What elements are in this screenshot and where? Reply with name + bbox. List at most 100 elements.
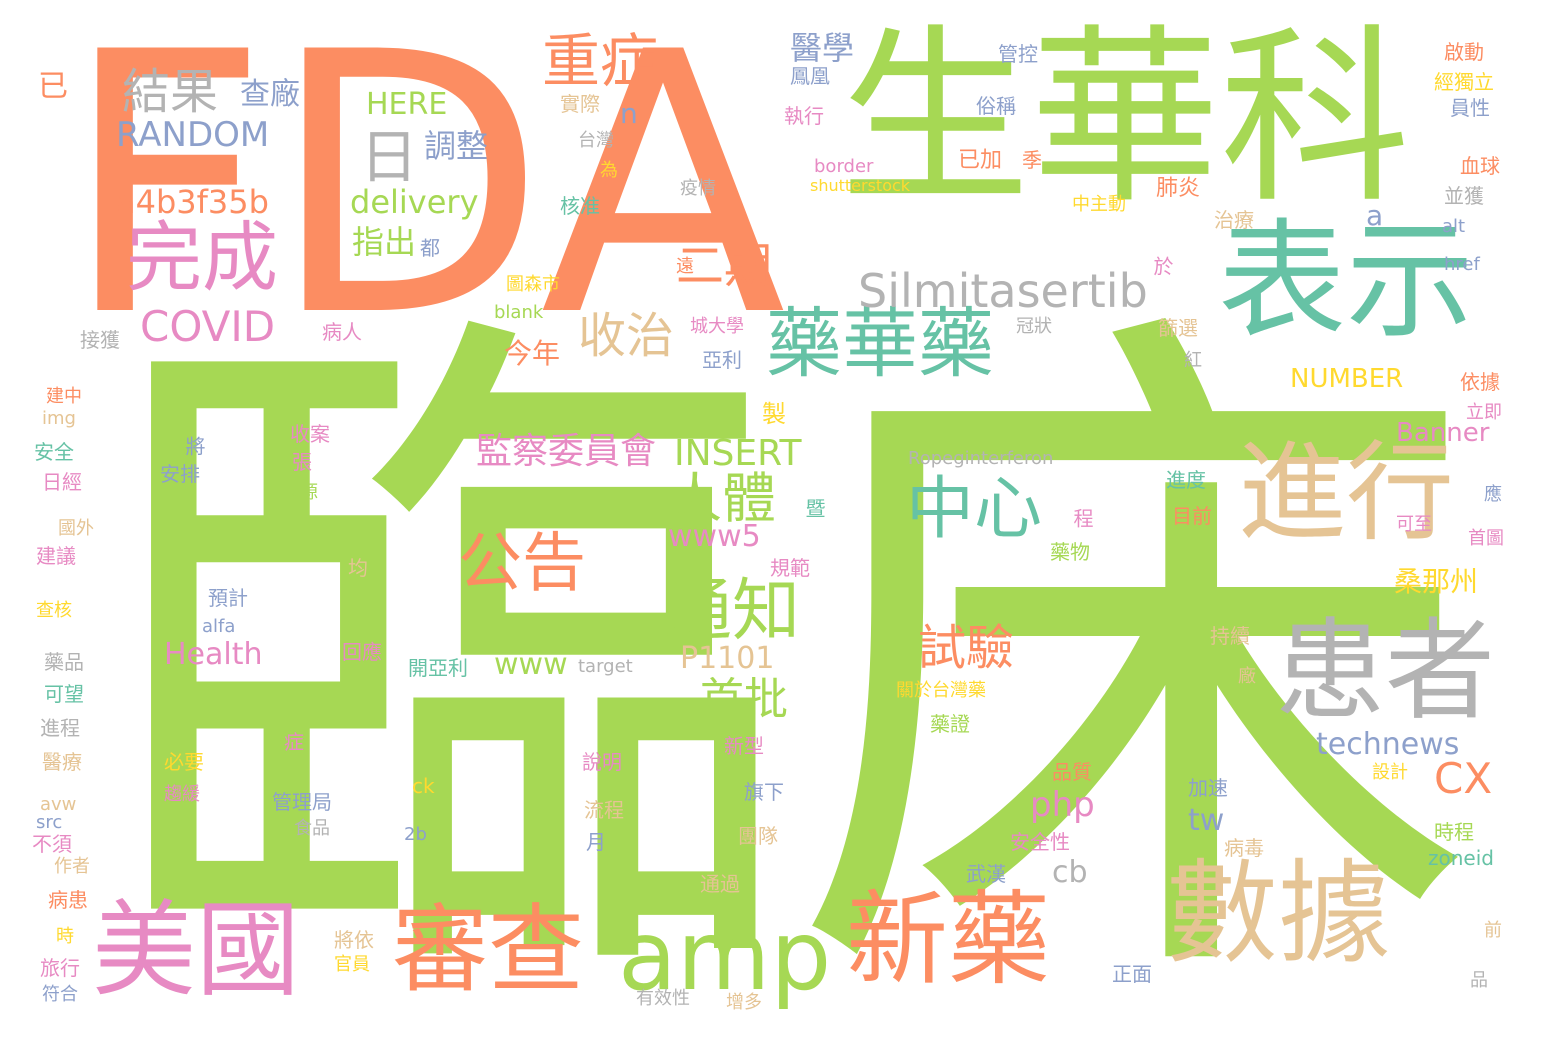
cloud-word-4: 進行 xyxy=(1238,431,1455,556)
cloud-word-69: 並獲 xyxy=(1444,184,1484,208)
cloud-word-insert: INSERT xyxy=(674,433,802,474)
cloud-word-5: 患者 xyxy=(1275,607,1495,735)
cloud-word-121: 製 xyxy=(762,400,786,428)
cloud-word-126: 管理局 xyxy=(272,790,332,814)
cloud-word-100: 醫療 xyxy=(42,750,82,774)
cloud-word-6: 數據 xyxy=(1166,849,1390,979)
cloud-word-8: 審查 xyxy=(392,894,584,1006)
cloud-word-alt: alt xyxy=(1442,216,1466,237)
cloud-word-src: src xyxy=(36,812,63,833)
cloud-word-144: 安全性 xyxy=(1010,830,1070,854)
cloud-word-85: 亞利 xyxy=(702,348,742,372)
cloud-word-13: 日 xyxy=(360,123,419,191)
cloud-word-118: 開亞利 xyxy=(408,656,468,680)
cloud-word-p1101: P1101 xyxy=(680,641,775,676)
cloud-word-70: 肺炎 xyxy=(1156,176,1201,201)
cloud-word-97: 藥品 xyxy=(44,650,84,674)
cloud-word-127: 食品 xyxy=(294,818,330,839)
cloud-word-103: 不須 xyxy=(32,832,72,856)
cloud-word-105: 病患 xyxy=(48,888,88,912)
cloud-word-www: www xyxy=(494,647,568,682)
cloud-word-avw: avw xyxy=(40,794,77,815)
cloud-word-111: 收案 xyxy=(290,422,330,446)
cloud-word-88: 接獲 xyxy=(80,328,120,352)
cloud-word-12: 結果 xyxy=(122,64,219,120)
cloud-word-158: 前 xyxy=(1484,920,1502,941)
cloud-word-delivery: delivery xyxy=(350,183,479,221)
cloud-word-141: 關於台灣藥 xyxy=(896,680,986,701)
cloud-word-silmitasertib: Silmitasertib xyxy=(858,264,1148,318)
cloud-word-152: 廠 xyxy=(1238,666,1256,687)
cloud-word-zoneid: zoneid xyxy=(1428,846,1494,870)
cloud-word-142: 藥證 xyxy=(930,712,970,736)
cloud-word-133: 流程 xyxy=(584,798,624,822)
cloud-word-64: 季 xyxy=(1022,148,1042,172)
cloud-word-55: 鳳凰 xyxy=(790,64,830,88)
cloud-word-147: 進度 xyxy=(1166,468,1206,492)
cloud-word-23: 二期 xyxy=(676,238,773,294)
cloud-word-66: 經獨立 xyxy=(1434,70,1494,94)
cloud-word-130: 有效性 xyxy=(636,988,690,1009)
cloud-word-76: 核准 xyxy=(560,194,600,218)
cloud-word-18: 中心 xyxy=(906,470,1043,549)
cloud-word-amp: amp xyxy=(618,900,832,1012)
cloud-word-63: 已加 xyxy=(958,148,1003,173)
cloud-word-19: 通知 xyxy=(664,572,801,651)
cloud-word-151: 持續 xyxy=(1210,624,1250,648)
cloud-word-82: 冠狀 xyxy=(1016,316,1052,337)
cloud-word-72: 治療 xyxy=(1214,208,1254,232)
cloud-word-n: n xyxy=(620,97,638,130)
cloud-word-131: 增多 xyxy=(726,992,762,1013)
cloud-word-34: 試驗 xyxy=(918,620,1015,676)
cloud-word-106: 時 xyxy=(56,926,74,947)
cloud-word-php: php xyxy=(1030,785,1095,825)
cloud-word-28: 指出 xyxy=(352,223,417,261)
cloud-word-65: 啟動 xyxy=(1444,40,1484,64)
cloud-word-tw: tw xyxy=(1188,803,1225,838)
cloud-word-57: 執行 xyxy=(784,104,824,128)
cloud-word-125: 症 xyxy=(284,730,304,754)
cloud-word-here: HERE xyxy=(366,87,448,122)
cloud-word-78: 圖森市 xyxy=(506,274,560,295)
cloud-word-21: 人體 xyxy=(668,467,776,530)
cloud-word-93: 日經 xyxy=(42,470,82,494)
cloud-word-138: 旗下 xyxy=(744,780,784,804)
cloud-word-114: 均 xyxy=(348,556,368,580)
cloud-word-79: 遠 xyxy=(676,256,694,277)
cloud-word-2: 生華科 xyxy=(840,8,1411,229)
cloud-word-92: 安全 xyxy=(34,440,74,464)
cloud-word-www5: www5 xyxy=(668,519,761,554)
cloud-word-16: 藥華藥 xyxy=(766,299,994,388)
cloud-word-shutterstock: shutterstock xyxy=(810,176,911,195)
cloud-word-94: 國外 xyxy=(58,518,94,539)
cloud-word-68: 血球 xyxy=(1460,154,1500,178)
cloud-word-156: 時程 xyxy=(1434,820,1474,844)
cloud-word-134: 月 xyxy=(586,830,606,854)
cloud-word-140: 通過 xyxy=(700,872,740,896)
cloud-word-108: 符合 xyxy=(42,984,78,1005)
cloud-word-84: 紅 xyxy=(1184,350,1202,371)
cloud-word-cb: cb xyxy=(1052,855,1088,890)
cloud-word-110: 安排 xyxy=(160,462,200,486)
cloud-word-56: 實際 xyxy=(560,92,600,116)
cloud-word-139: 團隊 xyxy=(738,824,778,848)
cloud-word-fda: FDA xyxy=(62,0,787,395)
cloud-word-22: 收治 xyxy=(578,308,675,364)
cloud-word-96: 查核 xyxy=(36,600,72,621)
cloud-word-a4b3f35b: a4b3f35b xyxy=(116,183,269,221)
cloud-word-89: 病人 xyxy=(322,320,362,344)
cloud-word-a: a xyxy=(1366,199,1384,232)
cloud-word-86: 依據 xyxy=(1460,370,1500,394)
cloud-word-149: 程 xyxy=(1070,508,1094,528)
cloud-word-0: 臨床 xyxy=(100,261,1480,1052)
cloud-word-159: 品 xyxy=(1470,970,1488,991)
cloud-word-15: 醫學 xyxy=(790,29,855,67)
cloud-word-83: 篩選 xyxy=(1158,316,1198,340)
cloud-word-98: 可望 xyxy=(44,682,84,706)
cloud-word-ropeginterferon: Ropeginterferon xyxy=(908,448,1054,469)
cloud-word-banner: Banner xyxy=(1396,418,1490,448)
cloud-word-115: 預計 xyxy=(208,586,248,610)
cloud-word-number: NUMBER xyxy=(1290,364,1404,394)
cloud-word-alfa: alfa xyxy=(202,616,236,637)
